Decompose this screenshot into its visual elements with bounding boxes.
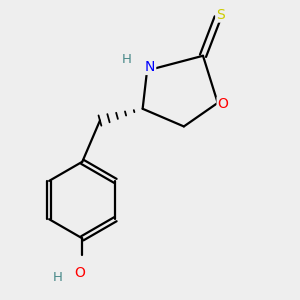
Text: N: N xyxy=(145,60,155,74)
Text: H: H xyxy=(122,53,131,66)
Text: H: H xyxy=(52,271,62,284)
Text: S: S xyxy=(216,8,225,22)
Text: O: O xyxy=(74,266,85,280)
Text: O: O xyxy=(218,98,229,111)
